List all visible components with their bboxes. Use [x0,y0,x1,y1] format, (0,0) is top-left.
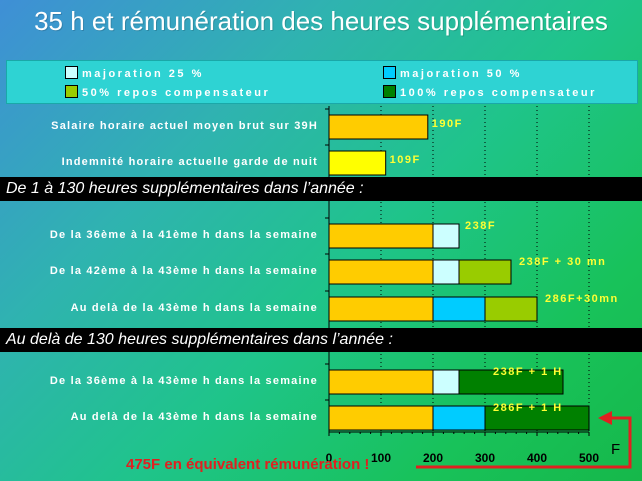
x-tick-label: 500 [579,451,599,465]
bar-segment [328,223,434,249]
legend-swatch [65,85,78,98]
category-label: Au delà de la 43ème h dans la semaine [70,302,318,314]
legend: majoration 25 % majoration 50 % 50% repo… [6,60,638,104]
x-tick-label: 0 [326,451,333,465]
legend-item-repos-50: 50% repos compensateur [65,85,270,99]
bar-segment [432,296,486,322]
section-header-2: Au delà de 130 heures supplémentaires da… [0,328,642,352]
bar-segment [432,223,460,249]
legend-item-majoration-50: majoration 50 % [383,66,522,80]
value-label: 238F + 30 mn [519,256,607,268]
bar-segment [328,296,434,322]
legend-swatch [383,85,396,98]
category-label: Au delà de la 43ème h dans la semaine [70,411,318,423]
legend-swatch [383,66,396,79]
x-tick-label: 300 [475,451,495,465]
legend-item-majoration-25: majoration 25 % [65,66,204,80]
legend-swatch [65,66,78,79]
category-label: De la 42ème à la 43ème h dans la semaine [49,265,318,277]
bar-segment [458,259,512,285]
value-label: 238F [465,220,497,232]
category-label: De la 36ème à la 41ème h dans la semaine [49,229,318,241]
x-axis-unit: F [611,441,621,458]
bar-segment [484,296,538,322]
bar-segment [328,259,434,285]
x-tick-label: 400 [527,451,547,465]
callout-arrowhead [598,411,612,425]
x-tick-label: 100 [371,451,391,465]
value-label: 286F+30mn [545,293,619,305]
category-label: Indemnité horaire actuelle garde de nuit [61,156,318,168]
value-label: 286F + 1 H [493,402,563,414]
callout-arrow [416,416,632,469]
callout-text: 475F en équivalent rémunération ! [126,456,370,473]
category-label: De la 36ème à la 43ème h dans la semaine [49,375,318,387]
bar-segment [458,369,564,395]
bar-segment [484,405,590,431]
bar-segment [328,114,429,140]
bar-segment [432,259,460,285]
bar-segment [328,369,434,395]
value-label: 190F [431,118,463,130]
value-label: 238F + 1 H [493,366,563,378]
category-label: Salaire horaire actuel moyen brut sur 39… [51,120,318,132]
section-header-1: De 1 à 130 heures supplémentaires dans l… [0,177,642,201]
bar-segment [432,369,460,395]
chart-title: 35 h et rémunération des heures suppléme… [34,6,608,36]
value-label: 109F [389,154,421,166]
bar-segment [432,405,486,431]
legend-item-repos-100: 100% repos compensateur [383,85,597,99]
bar-segment [328,150,387,176]
bar-segment [328,405,434,431]
x-tick-label: 200 [423,451,443,465]
